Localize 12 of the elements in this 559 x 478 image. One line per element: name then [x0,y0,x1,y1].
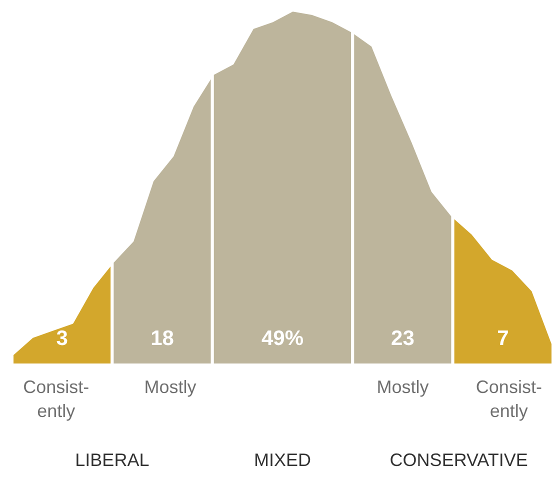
annotation: 49% [261,327,304,350]
text: MIXED [254,450,312,470]
annotation: 3 [56,327,68,350]
annotation: 18 [150,327,174,350]
text: Mostly [144,377,196,398]
text: Consist- ently [476,377,542,422]
annotation: 7 [497,327,509,350]
text: LIBERAL [75,450,150,470]
annotation: 23 [391,327,414,350]
text: CONSERVATIVE [390,450,528,470]
text: Mostly [376,377,429,398]
text: Consist- ently [23,377,90,422]
